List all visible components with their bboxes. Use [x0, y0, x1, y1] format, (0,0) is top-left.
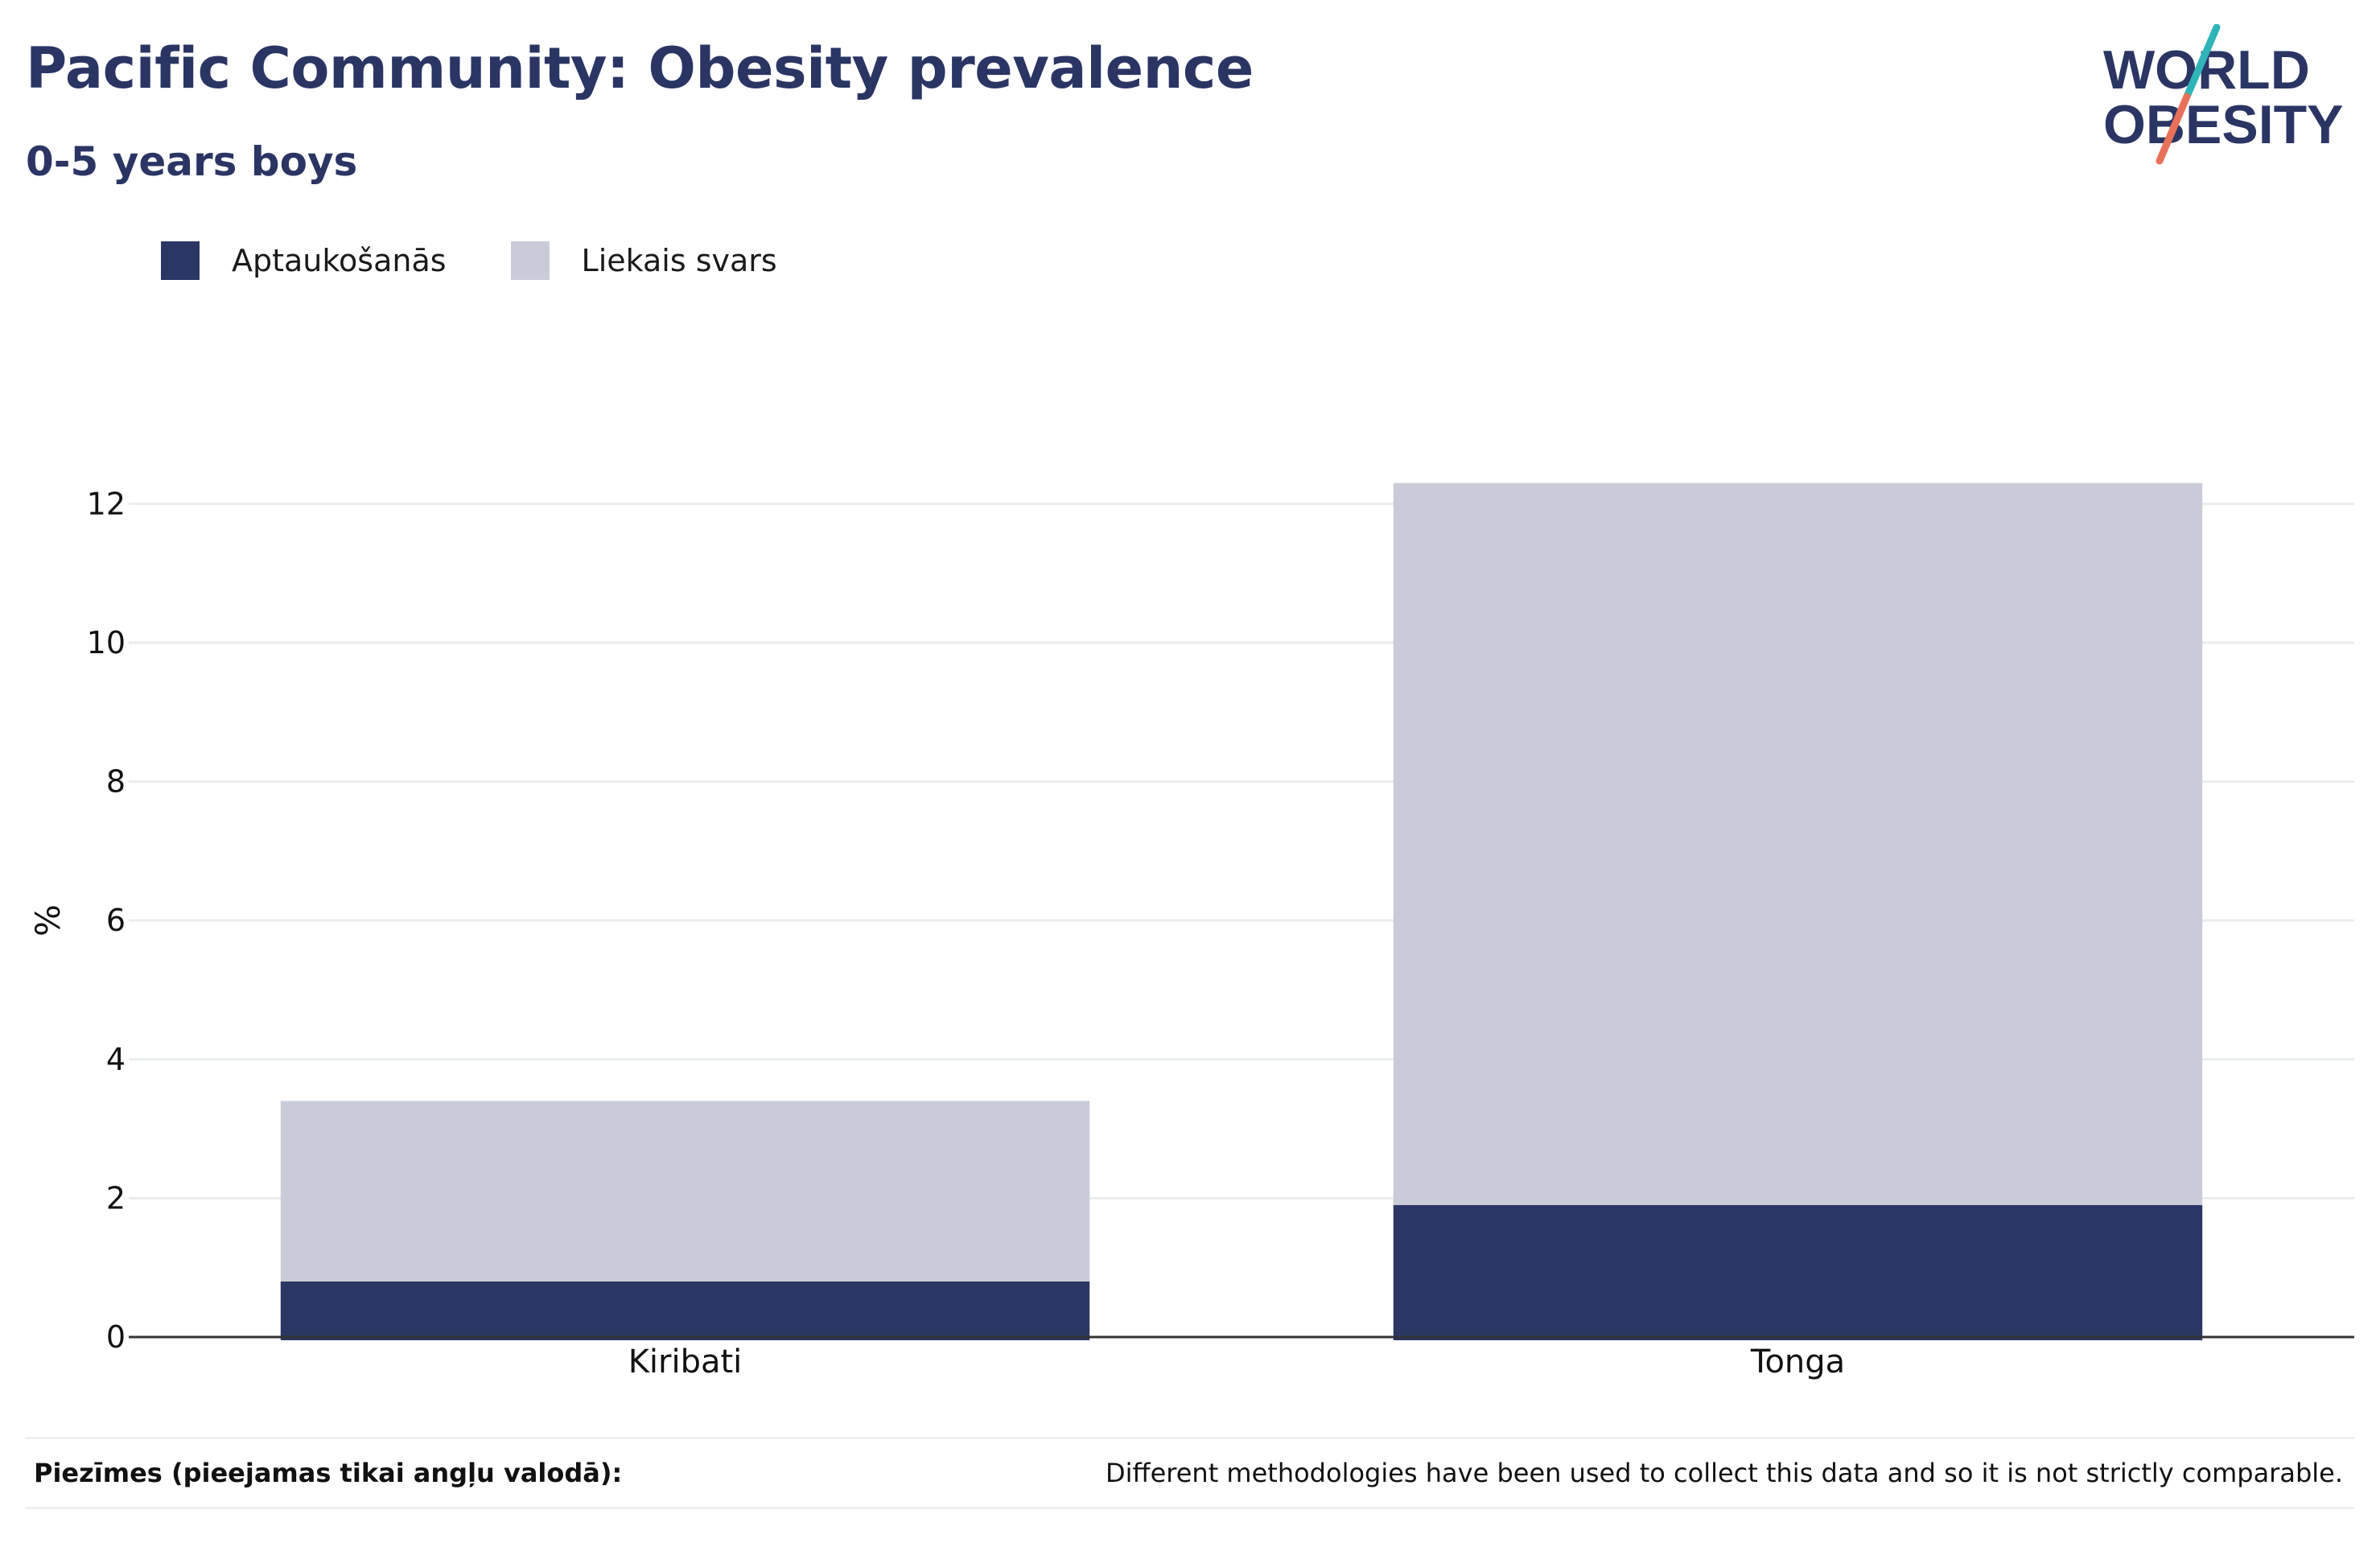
- y-axis-label: %: [28, 904, 68, 936]
- y-tick-label: 4: [106, 1042, 126, 1077]
- axis-labels: 0 2 4 6 8 10 12 Kiribati Tonga%: [28, 486, 1845, 1380]
- notes-text: Different methodologies have been used t…: [1106, 1458, 2343, 1488]
- legend-item-obesity[interactable]: Aptaukošanās: [161, 241, 447, 280]
- bars: [280, 483, 2203, 1340]
- y-tick-label: 8: [106, 764, 126, 800]
- x-tick-label: Tonga: [1750, 1343, 1845, 1380]
- world-obesity-logo: WORLD OBESITY: [2103, 24, 2344, 165]
- legend-swatch-obesity: [161, 241, 200, 280]
- legend-item-overweight[interactable]: Liekais svars: [510, 241, 777, 280]
- bar-kiribati-obesity: [280, 1281, 1090, 1340]
- bar-tonga-obesity: [1393, 1205, 2203, 1340]
- chart-title: Pacific Community: Obesity prevalence: [26, 35, 1254, 101]
- x-tick-label: Kiribati: [628, 1343, 743, 1380]
- logo-line-2: OBESITY: [2103, 94, 2344, 155]
- bar-tonga-overweight: [1393, 483, 2203, 1206]
- legend-label-obesity: Aptaukošanās: [232, 243, 447, 278]
- notes-label: Piezīmes (pieejamas tikai angļu valodā):: [34, 1458, 623, 1488]
- chart-subtitle: 0-5 years boys: [26, 138, 358, 185]
- y-tick-label: 6: [106, 903, 126, 938]
- y-tick-label: 0: [106, 1319, 126, 1355]
- bar-kiribati-overweight: [280, 1101, 1090, 1282]
- notes-footer: Piezīmes (pieejamas tikai angļu valodā):…: [26, 1437, 2354, 1509]
- y-tick-label: 2: [106, 1180, 126, 1216]
- logo-slash-coral: [2156, 93, 2191, 165]
- logo-slash-teal: [2183, 24, 2221, 101]
- legend-label-overweight: Liekais svars: [581, 243, 777, 278]
- legend-swatch-overweight: [510, 241, 550, 280]
- y-tick-label: 12: [87, 486, 126, 521]
- chart-legend: Aptaukošanās Liekais svars: [161, 238, 842, 283]
- y-tick-label: 10: [87, 625, 126, 660]
